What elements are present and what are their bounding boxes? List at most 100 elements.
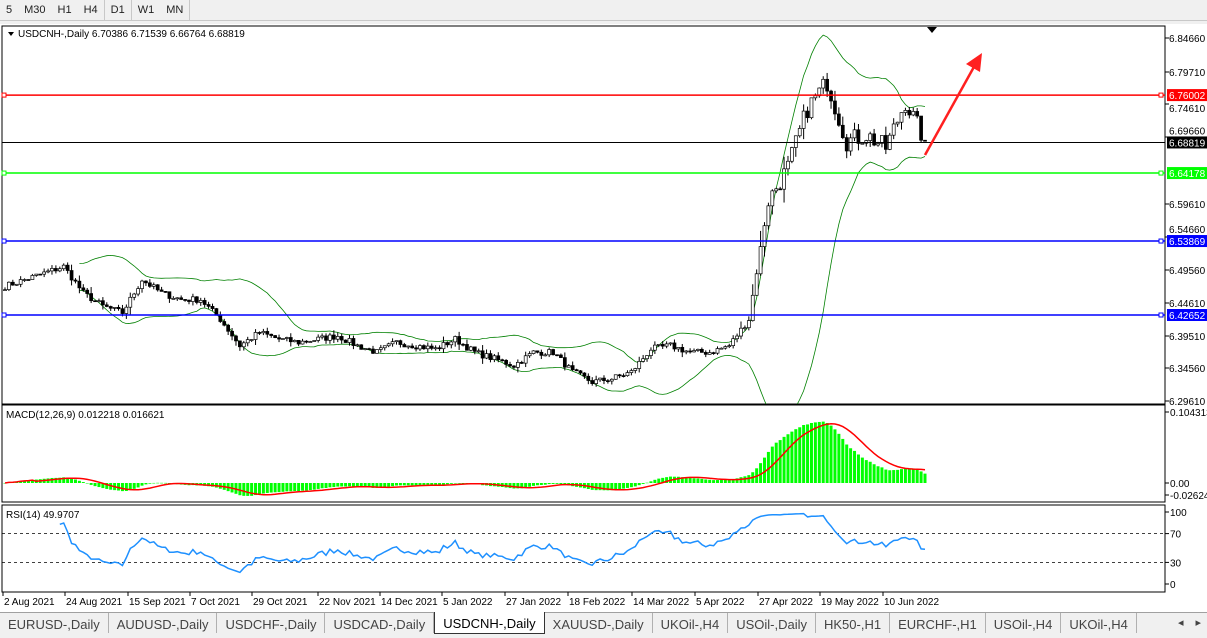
macd-histogram-bar [316,483,320,489]
candle-body [735,335,739,340]
candle-body [465,344,469,351]
level-handle-right[interactable] [1158,238,1164,244]
candle-body [382,345,387,349]
candle-body [422,345,426,350]
timeframe-d1[interactable]: D1 [103,0,131,20]
candle-body [594,379,598,384]
macd-histogram-bar [661,477,665,483]
candle-body [656,344,661,346]
price-tick-label: 6.79710 [1169,68,1206,79]
candle [586,373,591,385]
macd-histogram-bar [856,454,860,483]
level-handle-left[interactable] [1,238,7,244]
chart-canvas[interactable]: 6.84660 6.79710 6.74610 6.69660 6.59610 6.546… [0,24,1207,612]
tab-audusd-daily[interactable]: AUDUSD-,Daily [109,613,218,633]
macd-histogram-bar [868,461,872,483]
timeframe-w1[interactable]: W1 [130,0,161,20]
date-tick-label: 24 Aug 2021 [66,597,123,608]
candle-body [562,357,567,368]
candle-body [104,304,109,307]
candle [65,262,70,274]
candle [715,346,720,355]
candle-body [179,297,184,300]
candle-body [743,327,747,330]
candle-body [531,350,536,354]
level-handle-right[interactable] [1158,92,1164,98]
tab-usdcad-daily[interactable]: USDCAD-,Daily [325,613,435,633]
tab-usoil-daily[interactable]: USOil-,Daily [728,613,816,633]
candle [238,340,242,351]
candle [73,278,78,284]
candle [891,118,896,140]
timeframe-h4[interactable]: H4 [83,4,98,16]
tab-scroll-left-icon[interactable]: ◂ [1177,617,1184,629]
candle [42,268,46,278]
candle-body [425,345,430,350]
macd-histogram-bar [594,483,598,491]
macd-histogram-bar [328,483,332,488]
macd-histogram-bar [285,483,289,492]
macd-histogram-bar [320,483,324,489]
candle [465,339,469,351]
candle-body [445,342,450,346]
timeframe-mn[interactable]: MN [166,4,184,16]
candle-body [108,306,113,309]
level-handle-left[interactable] [1,170,7,176]
candle-body [175,297,180,300]
macd-histogram-bar [884,469,888,483]
tab-eurusd-daily[interactable]: EURUSD-,Daily [0,613,109,633]
candle [754,269,759,296]
timeframe-h1[interactable]: H1 [57,4,72,16]
tab-scroll-right-icon[interactable]: ▸ [1195,617,1201,629]
candle-body [637,360,642,369]
candle [774,187,779,194]
level-handle-left[interactable] [1,92,7,98]
candle-body [277,337,281,340]
candle-body [852,129,857,139]
level-handle-left[interactable] [1,312,7,318]
candle-body [559,354,563,358]
candle [54,265,58,274]
candle [304,340,309,344]
collapse-triangle-icon[interactable] [8,32,14,36]
candle [887,132,892,151]
macd-histogram-bar [641,483,645,484]
candle-body [320,335,324,338]
rsi-panel-frame [1,504,1166,593]
candle [700,347,704,353]
candle [163,291,168,293]
candle [762,222,767,257]
timeframe-m30[interactable]: M30 [24,4,46,16]
candle-body [840,124,845,138]
annotation-arrow[interactable] [923,64,977,156]
timeframe-5[interactable]: 5 [6,4,13,16]
candle [277,334,281,343]
annotation-arrowhead[interactable] [966,53,982,72]
tab-usdcnh-daily[interactable]: USDCNH-,Daily [434,612,545,634]
candle [692,348,696,353]
candle-body [907,110,912,116]
tab-usoil-h4[interactable]: USOil-,H4 [986,613,1062,633]
candle-body [668,342,673,345]
candle [151,282,156,290]
tab-ukoil-h4[interactable]: UKOil-,H4 [1061,613,1137,633]
chart-window[interactable]: 6.84660 6.79710 6.74610 6.69660 6.59610 6.546… [0,24,1207,612]
candle [782,156,786,203]
macd-histogram-bar [402,483,406,486]
tab-eurchf-h1[interactable]: EURCHF-,H1 [890,613,986,633]
candle-body [598,377,602,381]
tab-usdchf-daily[interactable]: USDCHF-,Daily [217,613,326,633]
candle [375,349,379,354]
candle [895,121,900,127]
candle-body [136,288,140,295]
tab-xauusd-daily[interactable]: XAUUSD-,Daily [545,613,653,633]
tab-hk50-h1[interactable]: HK50-,H1 [816,613,891,633]
level-handle-right[interactable] [1158,312,1164,318]
level-handle-right[interactable] [1158,170,1164,176]
candle-body [684,350,689,353]
macd-histogram-bar [555,483,559,484]
candle [210,303,215,311]
tab-ukoil-h4[interactable]: UKOil-,H4 [653,613,729,633]
macd-histogram-bar [923,473,927,483]
macd-histogram-bar [645,482,649,484]
